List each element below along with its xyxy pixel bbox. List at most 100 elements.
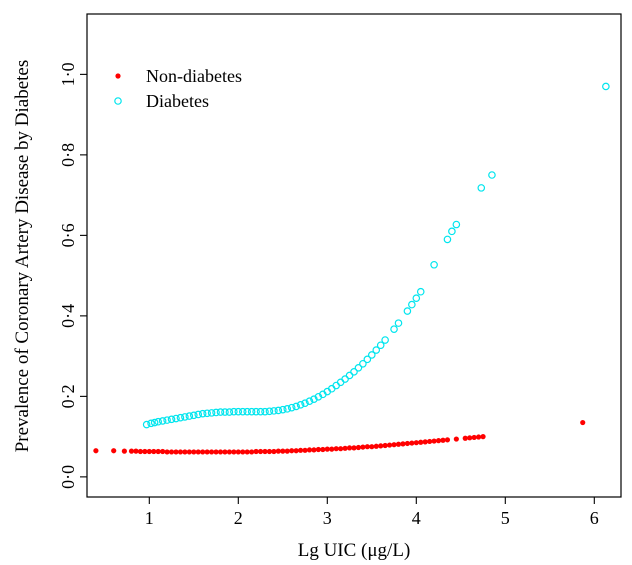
data-point — [422, 439, 428, 445]
series-diabetes — [142, 82, 610, 429]
legend-marker-non-diabetes — [115, 73, 121, 79]
data-point — [430, 260, 438, 269]
x-tick-label: 1 — [145, 508, 154, 528]
data-point — [338, 446, 344, 452]
data-point — [154, 417, 163, 426]
data-point — [448, 227, 456, 236]
data-point — [476, 434, 482, 440]
data-point — [364, 444, 370, 450]
x-tick-label: 3 — [323, 508, 332, 528]
data-point — [403, 307, 412, 315]
data-point — [391, 442, 397, 448]
data-point — [225, 408, 234, 416]
data-point — [480, 434, 486, 440]
data-point — [182, 449, 188, 455]
data-point — [333, 446, 339, 452]
x-tick-label: 2 — [234, 508, 243, 528]
legend-label-non-diabetes: Non-diabetes — [146, 66, 242, 86]
data-series-layer — [93, 82, 610, 455]
x-axis: 1 2 3 4 5 6 — [145, 497, 599, 528]
plot-frame — [86, 13, 622, 498]
data-point — [176, 413, 185, 422]
data-point — [253, 448, 259, 455]
data-point — [488, 171, 496, 179]
data-point — [359, 359, 367, 368]
data-point — [306, 447, 313, 453]
data-point — [467, 435, 473, 441]
data-point — [111, 448, 117, 454]
data-point — [256, 407, 265, 416]
data-point — [350, 368, 358, 376]
y-tick-label: 0·2 — [58, 384, 78, 408]
data-point — [207, 409, 216, 417]
data-point — [435, 438, 442, 444]
data-point — [142, 448, 148, 455]
data-point — [443, 235, 452, 244]
data-point — [172, 414, 180, 423]
data-point — [155, 448, 161, 455]
data-point — [360, 444, 366, 450]
y-axis-title: Prevalence of Coronary Artery Disease by… — [12, 60, 33, 453]
data-point — [462, 435, 468, 441]
data-point — [238, 407, 247, 416]
data-point — [173, 449, 179, 455]
data-point — [373, 443, 379, 449]
x-tick-label: 5 — [501, 508, 510, 528]
data-point — [580, 419, 586, 426]
data-point — [444, 437, 451, 443]
data-point — [471, 434, 477, 441]
data-point — [452, 220, 461, 229]
data-point — [382, 442, 388, 449]
data-point — [235, 449, 241, 455]
data-point — [121, 448, 127, 454]
data-point — [270, 407, 278, 415]
data-point — [342, 445, 348, 451]
x-axis-title: Lg UIC (μg/L) — [298, 540, 411, 561]
data-point — [283, 405, 292, 413]
data-point — [266, 448, 273, 455]
data-point — [278, 405, 287, 414]
data-point — [212, 408, 220, 417]
data-point — [395, 441, 402, 447]
data-point — [226, 449, 232, 455]
data-point — [198, 409, 207, 418]
data-point — [404, 440, 410, 447]
data-point — [412, 294, 421, 302]
data-point — [167, 415, 176, 424]
data-point — [257, 448, 264, 455]
data-point — [381, 336, 389, 344]
data-point — [128, 448, 135, 454]
data-point — [387, 442, 393, 448]
data-point — [284, 448, 290, 454]
x-tick-label: 6 — [590, 508, 599, 528]
data-point — [249, 449, 255, 455]
data-point — [160, 448, 166, 455]
data-point — [203, 409, 211, 418]
data-point — [216, 408, 225, 416]
data-point — [305, 397, 314, 406]
data-point — [427, 438, 433, 445]
data-point — [329, 446, 335, 452]
data-point — [394, 319, 403, 327]
data-point — [209, 449, 215, 455]
data-point — [341, 375, 349, 383]
data-point — [191, 449, 197, 455]
data-point — [292, 402, 300, 411]
data-point — [158, 417, 167, 425]
data-point — [190, 411, 198, 420]
y-tick-label: 0·8 — [58, 143, 78, 167]
data-point — [293, 448, 299, 454]
data-point — [413, 440, 419, 446]
data-point — [151, 448, 157, 455]
data-point — [453, 436, 459, 442]
data-point — [390, 325, 398, 333]
data-point — [252, 407, 260, 416]
data-point — [231, 449, 237, 455]
data-point — [200, 449, 206, 455]
data-point — [367, 351, 376, 359]
data-point — [477, 184, 486, 192]
data-point — [240, 449, 246, 455]
data-point — [275, 448, 281, 454]
data-point — [181, 413, 189, 421]
series-non-diabetes — [93, 419, 586, 455]
